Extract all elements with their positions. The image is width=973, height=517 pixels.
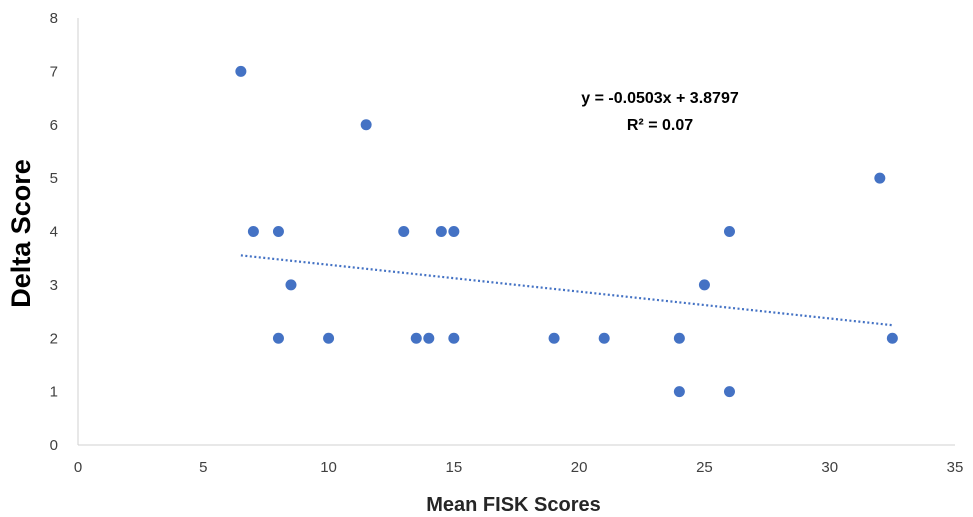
data-point (448, 332, 460, 344)
y-tick-label: 3 (50, 277, 58, 294)
y-tick-label: 8 (50, 10, 58, 27)
axes (77, 18, 955, 446)
data-point (598, 332, 610, 344)
data-point (548, 332, 560, 344)
x-tick-label: 35 (947, 459, 964, 476)
data-point (435, 226, 447, 237)
x-tick-labels: 0 5 10 15 20 25 30 35 (74, 459, 964, 476)
x-tick-label: 15 (446, 459, 463, 476)
data-point (723, 386, 735, 398)
data-point (360, 119, 372, 131)
data-point (285, 279, 297, 291)
y-tick-label: 5 (50, 170, 58, 187)
r-squared-label: R² = 0.07 (627, 117, 693, 134)
data-point (272, 332, 284, 344)
x-tick-label: 5 (199, 459, 207, 476)
y-tick-label: 7 (50, 63, 58, 80)
data-point (398, 226, 410, 237)
data-point (886, 332, 898, 344)
y-tick-labels: 0 1 2 3 4 5 6 7 8 (50, 10, 58, 454)
y-tick-label: 6 (50, 117, 58, 134)
x-axis-title: Mean FISK Scores (426, 494, 601, 516)
y-tick-label: 4 (50, 224, 58, 241)
data-point (423, 332, 435, 344)
data-point (235, 65, 247, 77)
data-points (235, 65, 898, 398)
x-tick-label: 0 (74, 459, 82, 476)
data-point (410, 332, 422, 344)
y-axis-title: Delta Score (6, 159, 36, 308)
data-point (723, 226, 735, 237)
data-point (272, 226, 284, 237)
data-point (673, 332, 685, 344)
data-point (323, 332, 335, 344)
y-tick-label: 1 (50, 384, 58, 401)
data-point (448, 226, 460, 237)
trendline-equation: y = -0.0503x + 3.8797 (581, 90, 739, 107)
x-tick-label: 25 (696, 459, 713, 476)
x-tick-label: 20 (571, 459, 588, 476)
y-tick-label: 0 (50, 437, 58, 454)
trendline (240, 254, 893, 327)
x-tick-label: 30 (821, 459, 838, 476)
y-tick-label: 2 (50, 330, 58, 347)
trendline-layer (240, 254, 893, 327)
data-point (673, 386, 685, 398)
data-point (247, 226, 259, 237)
data-point (698, 279, 710, 291)
x-tick-label: 10 (320, 459, 337, 476)
data-point (874, 172, 886, 184)
